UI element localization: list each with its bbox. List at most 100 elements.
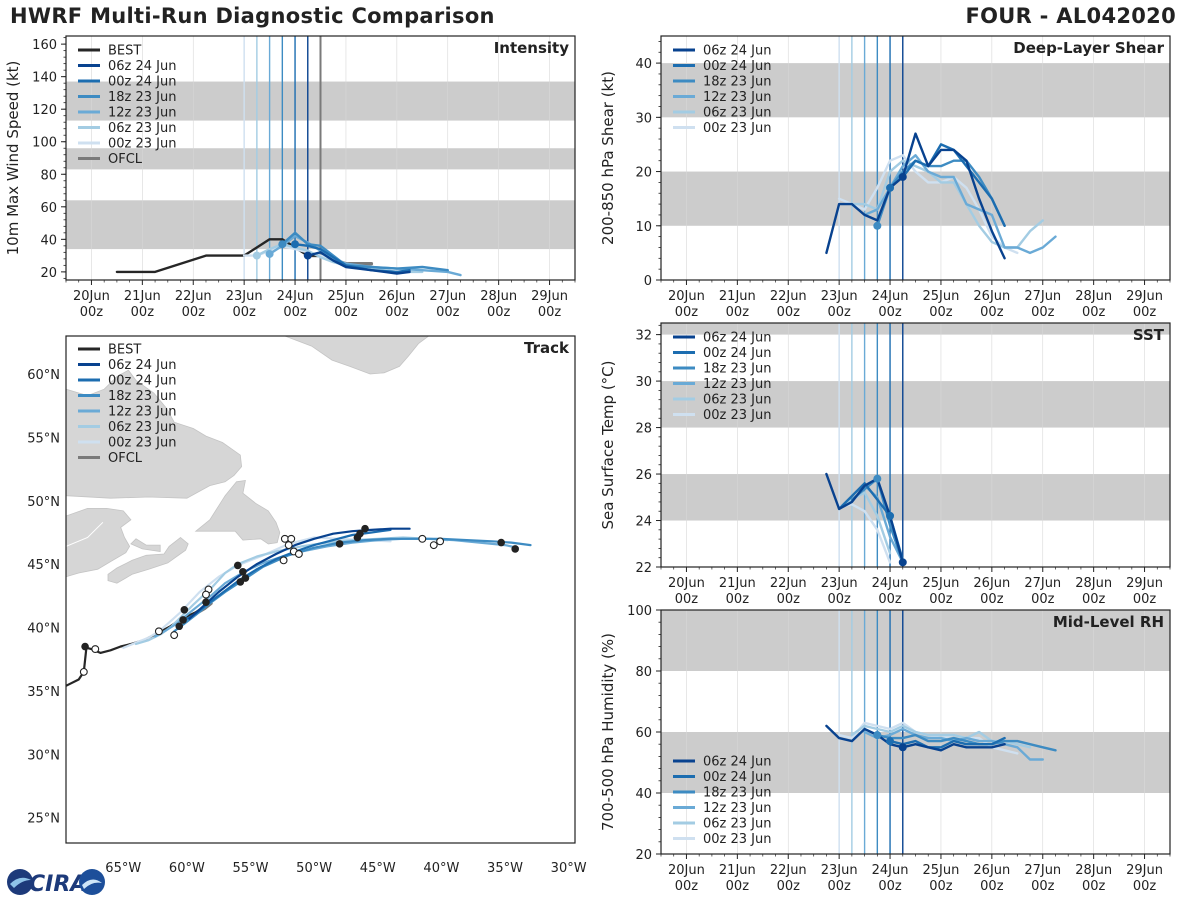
- rh-xtick-sublabel: 00z: [1082, 879, 1106, 894]
- legend-label-06z-24-jun: 06z 24 Jun: [108, 358, 177, 373]
- rh-xtick-label: 24Jun: [872, 863, 909, 878]
- rh-xtick-sublabel: 00z: [929, 879, 953, 894]
- shear-xtick-label: 21Jun: [719, 289, 756, 304]
- legend-label-18z-23-jun: 18z 23 Jun: [703, 786, 772, 801]
- logo-badge-swirl: [82, 879, 102, 889]
- sst-ytick-label: 24: [635, 515, 652, 530]
- sst-series-18z-23-jun: [850, 477, 904, 564]
- intensity-ytick-label: 100: [32, 136, 57, 151]
- figure-title: HWRF Multi-Run Diagnostic Comparison: [10, 4, 495, 28]
- track-xtick-label: 40°W: [423, 861, 459, 876]
- track-marker-filled: [233, 561, 242, 570]
- shear-series-06z-24-jun: [825, 132, 1006, 260]
- legend-label-12z-23-jun: 12z 23 Jun: [703, 377, 772, 392]
- intensity-xtick-label: 28Jun: [480, 289, 517, 304]
- intensity-xtick-label: 22Jun: [175, 289, 212, 304]
- track-panel: 65°W 60°W 55°W 50°W 45°W 40°W 35°W 30°W 25°N 30°N…: [27, 335, 587, 876]
- track-frame: [65, 335, 576, 844]
- track-marker-open: [436, 537, 445, 546]
- sst-title: SST: [1133, 326, 1165, 344]
- rh-xtick-label: 23Jun: [821, 863, 858, 878]
- shear-title: Deep-Layer Shear: [1013, 39, 1164, 57]
- legend-label-18z-23-jun: 18z 23 Jun: [108, 90, 177, 105]
- cira-logo-icon: CIRA: [4, 866, 108, 898]
- track-xtick-label: 35°W: [487, 861, 523, 876]
- storm-name: FOUR - AL042020: [965, 4, 1176, 28]
- track-plot-area: [66, 336, 575, 843]
- pei-land: [130, 538, 161, 552]
- rh-xtick-label: 28Jun: [1075, 863, 1112, 878]
- track-marker-filled: [356, 529, 364, 538]
- track-series-06z-24-jun: [188, 527, 411, 620]
- intensity-xtick-label: 20Jun: [73, 289, 110, 304]
- legend-label-00z-24-jun: 00z 24 Jun: [703, 346, 772, 361]
- rh-xtick-label: 25Jun: [923, 863, 960, 878]
- track-xtick-label: 50°W: [296, 861, 332, 876]
- shear-xtick-label: 23Jun: [821, 289, 858, 304]
- shear-xtick-sublabel: 00z: [777, 305, 801, 320]
- sst-panel: 22242628303220Jun00z21Jun00z22Jun00z23Ju…: [599, 322, 1171, 607]
- track-marker-open: [284, 541, 293, 550]
- shear-xtick-label: 20Jun: [668, 289, 705, 304]
- intensity-point-06z-24-jun: [303, 251, 312, 260]
- shear-xtick-label: 29Jun: [1126, 289, 1163, 304]
- rh-xtick-label: 26Jun: [973, 863, 1010, 878]
- intensity-xtick-sublabel: 00z: [80, 305, 104, 320]
- rh-xtick-label: 27Jun: [1024, 863, 1061, 878]
- sst-band-0: [661, 474, 1170, 521]
- provincial-border: [66, 521, 104, 547]
- intensity-xtick-sublabel: 00z: [182, 305, 206, 320]
- sst-ytick-label: 28: [635, 422, 652, 437]
- intensity-xtick-sublabel: 00z: [385, 305, 409, 320]
- sst-xtick-sublabel: 00z: [726, 592, 750, 607]
- shear-xtick-sublabel: 00z: [675, 305, 699, 320]
- shear-point-18z-23-jun: [873, 221, 882, 230]
- intensity-point-06z-23-jun: [252, 251, 261, 260]
- intensity-ytick-label: 140: [32, 71, 57, 86]
- intensity-xtick-sublabel: 00z: [131, 305, 155, 320]
- track-marker-open: [280, 534, 289, 543]
- shear-xtick-sublabel: 00z: [878, 305, 902, 320]
- track-xtick-label: 30°W: [551, 861, 587, 876]
- shear-xtick-sublabel: 00z: [1031, 305, 1055, 320]
- rh-xtick-label: 20Jun: [668, 863, 705, 878]
- intensity-point-00z-24-jun: [291, 240, 300, 249]
- legend-label-06z-24-jun: 06z 24 Jun: [703, 331, 772, 346]
- legend-label-ofcl: OFCL: [108, 152, 143, 167]
- track-ytick-label: 50°N: [27, 495, 60, 510]
- intensity-xtick-label: 24Jun: [277, 289, 314, 304]
- shear-series-12z-23-jun: [863, 154, 1057, 255]
- rh-ylabel: 700-500 hPa Humidity (%): [599, 633, 617, 831]
- track-marker-filled: [511, 545, 519, 553]
- track-ytick-label: 35°N: [27, 685, 60, 700]
- shear-panel: 01020304020Jun00z21Jun00z22Jun00z23Jun00…: [599, 35, 1171, 320]
- legend-label-12z-23-jun: 12z 23 Jun: [108, 106, 177, 121]
- sst-xtick-sublabel: 00z: [980, 592, 1004, 607]
- shear-ytick-label: 40: [635, 57, 652, 72]
- sst-xtick-sublabel: 00z: [777, 592, 801, 607]
- sst-ytick-label: 32: [635, 329, 652, 344]
- track-series-00z-23-jun: [122, 536, 392, 649]
- intensity-ytick-label: 160: [32, 38, 57, 53]
- shear-series-00z-23-jun: [837, 154, 1019, 255]
- sst-series-06z-23-jun: [837, 491, 892, 555]
- shear-ytick-label: 20: [635, 166, 652, 181]
- rh-xtick-sublabel: 00z: [777, 879, 801, 894]
- legend-label-00z-24-jun: 00z 24 Jun: [108, 374, 177, 389]
- track-marker-filled: [361, 524, 369, 533]
- intensity-xtick-label: 23Jun: [226, 289, 263, 304]
- shear-xtick-sublabel: 00z: [929, 305, 953, 320]
- legend-label-06z-23-jun: 06z 23 Jun: [703, 817, 772, 832]
- intensity-point-12z-23-jun: [265, 249, 274, 258]
- legend-label-00z-23-jun: 00z 23 Jun: [108, 137, 177, 152]
- legend-label-best: BEST: [108, 44, 141, 59]
- track-title: Track: [524, 339, 570, 357]
- shear-xtick-sublabel: 00z: [726, 305, 750, 320]
- sst-xtick-label: 24Jun: [872, 576, 909, 591]
- legend-label-06z-23-jun: 06z 23 Jun: [703, 393, 772, 408]
- track-ytick-label: 60°N: [27, 368, 60, 383]
- intensity-xtick-label: 21Jun: [124, 289, 161, 304]
- intensity-xtick-sublabel: 00z: [334, 305, 358, 320]
